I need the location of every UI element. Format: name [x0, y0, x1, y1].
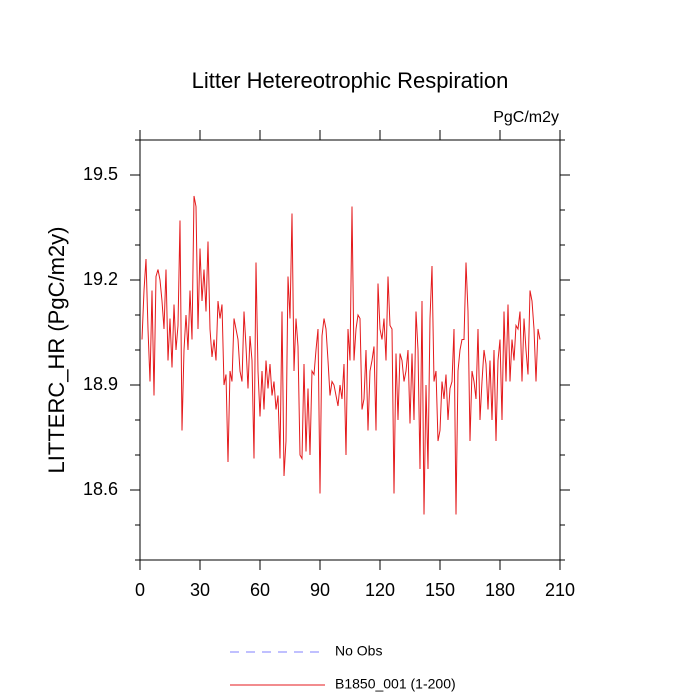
x-tick-label: 30: [190, 580, 210, 600]
x-tick-label: 120: [365, 580, 395, 600]
legend-label: No Obs: [335, 643, 382, 659]
y-tick-label: 19.2: [83, 269, 118, 289]
chart-title: Litter Hetereotrophic Respiration: [192, 68, 509, 93]
x-tick-label: 180: [485, 580, 515, 600]
y-tick-label: 18.6: [83, 479, 118, 499]
x-tick-label: 60: [250, 580, 270, 600]
y-tick-label: 18.9: [83, 374, 118, 394]
y-axis-label: LITTERC_HR (PgC/m2y): [44, 227, 69, 474]
x-tick-label: 0: [135, 580, 145, 600]
x-tick-label: 210: [545, 580, 575, 600]
data-line: [141, 195, 541, 515]
x-tick-label: 90: [310, 580, 330, 600]
y-tick-label: 19.5: [83, 164, 118, 184]
x-tick-label: 150: [425, 580, 455, 600]
units-label: PgC/m2y: [493, 109, 559, 126]
legend-label: B1850_001 (1-200): [335, 676, 456, 692]
